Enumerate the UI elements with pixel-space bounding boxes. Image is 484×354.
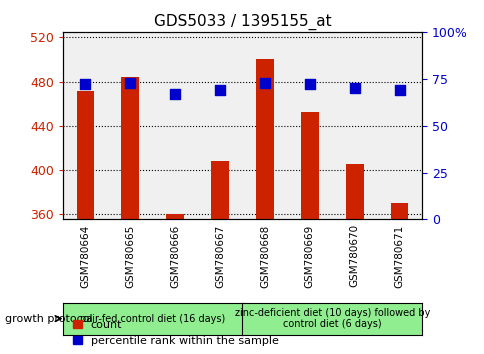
Point [395, 87, 403, 93]
Text: growth protocol: growth protocol [5, 314, 92, 324]
Point [305, 81, 313, 87]
Point [171, 91, 179, 97]
Text: zinc-deficient diet (10 days) followed by
control diet (6 days): zinc-deficient diet (10 days) followed b… [234, 308, 429, 330]
Bar [256, 59, 273, 219]
Bar [345, 164, 363, 219]
Point [216, 87, 224, 93]
Point [126, 80, 134, 85]
Text: GDS5033 / 1395155_at: GDS5033 / 1395155_at [153, 14, 331, 30]
Text: pair-fed control diet (16 days): pair-fed control diet (16 days) [80, 314, 225, 324]
Bar [390, 203, 408, 219]
Bar [121, 77, 139, 219]
Bar [76, 91, 94, 219]
Bar [211, 161, 228, 219]
Legend: count, percentile rank within the sample: count, percentile rank within the sample [68, 315, 283, 350]
Point [260, 80, 268, 85]
Point [81, 81, 89, 87]
Bar [166, 214, 184, 219]
Bar [300, 113, 318, 219]
Point [350, 85, 358, 91]
